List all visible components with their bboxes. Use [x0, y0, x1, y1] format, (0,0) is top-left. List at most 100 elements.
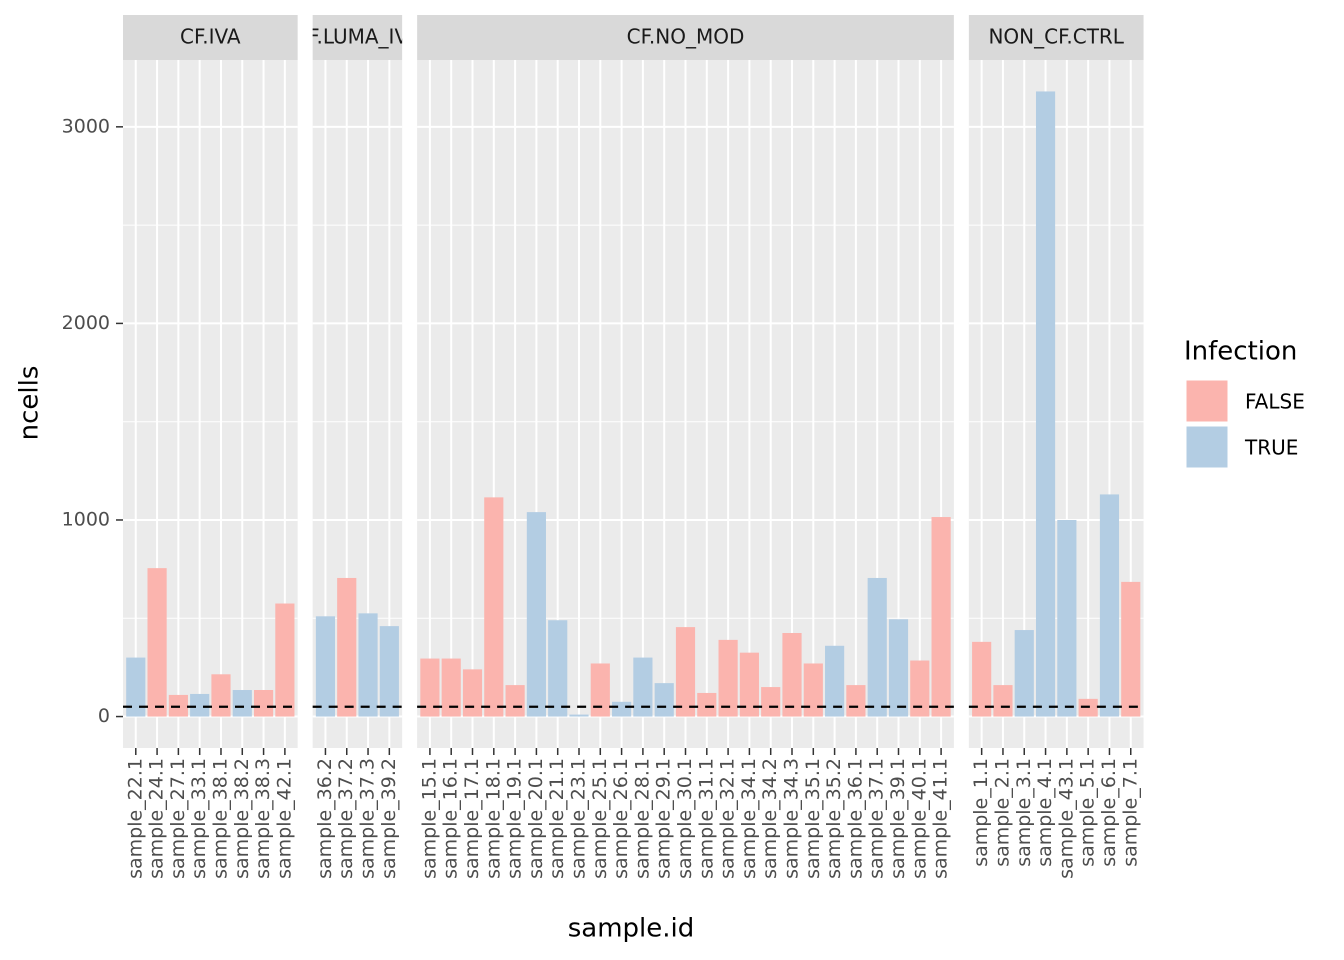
bar: [505, 685, 525, 717]
bar: [1121, 581, 1141, 717]
x-tick-label: sample_22.1: [124, 758, 146, 879]
x-tick-label: sample_20.1: [525, 758, 547, 879]
x-tick-label: sample_39.2: [378, 758, 400, 879]
legend-label: FALSE: [1245, 390, 1305, 414]
bar: [548, 620, 568, 717]
x-tick-label: sample_34.2: [759, 758, 781, 879]
bar: [1099, 494, 1120, 717]
bar: [888, 619, 909, 717]
bar: [337, 577, 357, 717]
bar: [232, 690, 252, 717]
bar: [379, 626, 399, 717]
bar: [315, 616, 336, 717]
strip-label: CF.NO_MOD: [627, 25, 745, 49]
y-tick-label: 3000: [62, 115, 110, 137]
bar: [675, 627, 696, 717]
bar: [211, 674, 231, 717]
x-tick-label: sample_42.1: [273, 758, 295, 879]
x-tick-label: sample_4.1: [1034, 758, 1056, 867]
x-tick-label: sample_5.1: [1077, 758, 1099, 867]
x-tick-label: sample_34.1: [738, 758, 760, 879]
bar: [147, 568, 167, 717]
x-tick-label: sample_28.1: [631, 758, 653, 879]
bar: [1057, 519, 1077, 717]
panel: [123, 60, 298, 748]
bar: [462, 669, 483, 717]
x-tick-label: sample_40.1: [908, 758, 930, 879]
strip: [968, 15, 1144, 60]
x-tick-label: sample_29.1: [653, 758, 675, 879]
bar: [1014, 630, 1034, 717]
x-tick-label: sample_17.1: [461, 758, 483, 879]
x-tick-label: sample_26.1: [610, 758, 632, 879]
x-tick-label: sample_39.1: [887, 758, 909, 879]
bar: [867, 577, 887, 717]
bar: [910, 660, 930, 717]
x-tick-label: sample_27.1: [167, 758, 189, 879]
bar: [484, 497, 504, 717]
x-tick-label: sample_30.1: [674, 758, 696, 879]
bar: [718, 639, 738, 717]
x-tick-label: sample_38.2: [231, 758, 253, 879]
legend-key: [1185, 379, 1229, 423]
x-tick-label: sample_35.1: [802, 758, 824, 879]
x-tick-label: sample_34.3: [781, 758, 803, 879]
bar: [931, 517, 951, 717]
x-tick-label: sample_35.2: [823, 758, 845, 879]
strip: [312, 15, 403, 60]
bar: [825, 645, 845, 717]
x-tick-label: sample_38.3: [252, 758, 274, 879]
x-tick-label: sample_37.3: [357, 758, 379, 879]
y-tick-label: 0: [98, 705, 110, 727]
x-tick-label: sample_36.2: [314, 758, 336, 879]
x-tick-label: sample_18.1: [482, 758, 504, 879]
strip-label: CF.LUMA_IVA: [294, 25, 421, 49]
bar: [972, 641, 992, 717]
y-axis-title: ncells: [15, 366, 45, 441]
bar: [590, 663, 610, 717]
bar: [993, 685, 1013, 717]
bar: [654, 683, 674, 717]
legend-title: Infection: [1184, 337, 1297, 367]
x-tick-label: sample_19.1: [504, 758, 526, 879]
bar: [612, 701, 632, 717]
x-tick-label: sample_31.1: [695, 758, 717, 879]
x-tick-label: sample_37.2: [335, 758, 357, 879]
strip-label: CF.IVA: [180, 25, 241, 49]
bar: [441, 658, 461, 717]
legend-key: [1185, 425, 1229, 469]
x-tick-label: sample_24.1: [146, 758, 168, 879]
x-tick-label: sample_15.1: [418, 758, 440, 879]
x-tick-label: sample_23.1: [568, 758, 590, 879]
strip-label: NON_CF.CTRL: [988, 25, 1124, 49]
bar: [275, 603, 295, 717]
x-tick-label: sample_33.1: [188, 758, 210, 879]
bar: [761, 687, 781, 717]
bar: [526, 512, 546, 717]
bar: [126, 657, 146, 717]
x-tick-label: sample_37.1: [866, 758, 888, 879]
x-tick-label: sample_25.1: [589, 758, 611, 879]
y-tick-label: 2000: [62, 312, 110, 334]
strip: [123, 15, 298, 60]
y-tick-label: 1000: [62, 508, 110, 530]
legend-label: TRUE: [1244, 436, 1298, 460]
x-tick-label: sample_1.1: [970, 758, 992, 867]
bar: [253, 690, 274, 717]
bar: [846, 685, 866, 717]
bar: [697, 692, 717, 717]
bar: [803, 663, 823, 717]
x-tick-label: sample_7.1: [1119, 758, 1141, 867]
bar: [782, 633, 802, 717]
bar: [420, 658, 440, 717]
x-tick-label: sample_38.1: [209, 758, 231, 879]
bar: [739, 652, 759, 717]
bar: [1035, 91, 1056, 717]
x-tick-label: sample_43.1: [1055, 758, 1077, 879]
x-tick-label: sample_6.1: [1098, 758, 1120, 867]
x-axis-title: sample.id: [568, 914, 695, 944]
bar: [358, 613, 378, 717]
bar: [569, 714, 589, 717]
strip: [417, 15, 954, 60]
